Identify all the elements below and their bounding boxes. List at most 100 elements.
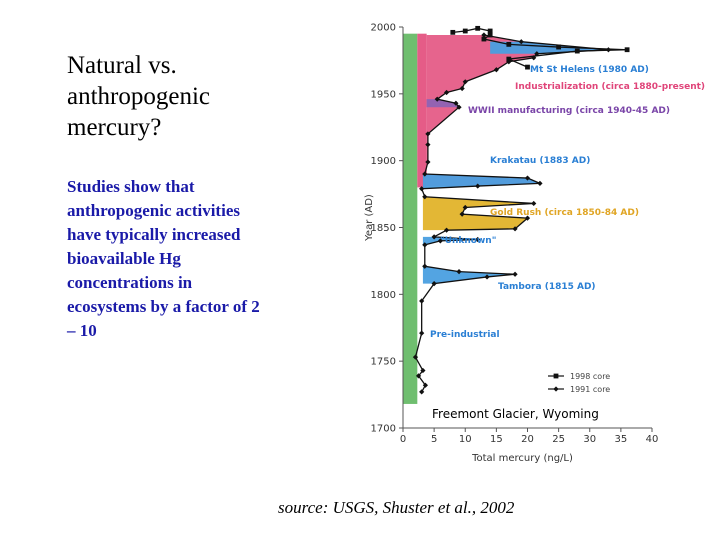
gold-rush-fill: [422, 196, 534, 231]
pre-industrial-band: [403, 33, 418, 404]
data-point-1991-core: [437, 238, 443, 244]
industrialization-fill: [424, 35, 609, 187]
data-point-1991-core: [425, 131, 431, 137]
data-point-1991-core: [462, 79, 468, 85]
data-point-1998-core: [481, 36, 487, 42]
data-point-1991-core: [419, 330, 425, 336]
data-point-1991-core: [425, 159, 431, 165]
data-point-1998-core: [506, 41, 512, 47]
x-tick-label: 25: [552, 434, 565, 445]
legend-label: 1998 core: [570, 372, 610, 381]
legend-box: [542, 365, 642, 397]
annotation-label: Pre-industrial: [430, 330, 500, 340]
y-tick-label: 1900: [371, 156, 396, 167]
annotation-label: Gold Rush (circa 1850-84 AD): [490, 208, 639, 218]
data-point-1991-core: [422, 194, 428, 200]
data-point-1998-core: [525, 64, 530, 70]
data-point-1991-core: [422, 171, 428, 177]
data-point-1991-core: [412, 354, 419, 360]
data-point-1998-core: [462, 28, 468, 34]
annotation-label: Tambora (1815 AD): [498, 282, 596, 292]
data-point-1998-core: [574, 48, 580, 54]
x-tick-label: 5: [431, 434, 437, 445]
data-point-1998-core: [624, 47, 630, 53]
data-point-1998-core: [475, 25, 481, 31]
x-tick-label: 35: [615, 434, 628, 445]
data-point-1991-core: [512, 271, 518, 277]
data-point-1991-core: [531, 55, 537, 61]
annotation-label: Krakatau (1883 AD): [490, 156, 590, 166]
data-point-1991-core: [605, 47, 612, 53]
data-point-1991-core: [493, 67, 499, 73]
data-point-1998-core: [506, 56, 512, 62]
data-point-1991-core: [456, 269, 462, 275]
data-point-1998-core: [556, 44, 562, 50]
data-point-1991-core: [531, 200, 537, 207]
data-point-1991-core: [534, 51, 540, 57]
data-point-1998-core: [487, 28, 493, 34]
annotation-label: Industrialization (circa 1880-present): [515, 82, 705, 92]
y-axis-label: Year (AD): [364, 194, 375, 242]
x-tick-label: 0: [400, 434, 406, 445]
x-tick-label: 15: [490, 434, 503, 445]
source-citation: source: USGS, Shuster et al., 2002: [278, 498, 515, 517]
annotations: Mt St Helens (1980 AD) Industrialization …: [428, 65, 705, 424]
series-points: [412, 25, 630, 395]
legend-marker-diamond: [553, 386, 559, 392]
data-point-1991-core: [537, 180, 543, 186]
y-tick-label: 1850: [371, 223, 396, 234]
data-point-1991-core: [431, 281, 437, 287]
data-point-1991-core: [481, 32, 487, 38]
y-tick-label: 1800: [371, 290, 396, 301]
data-point-1991-core: [512, 226, 518, 232]
data-point-1991-core: [524, 175, 531, 181]
data-point-1991-core: [506, 59, 512, 65]
chart-caption: Freemont Glacier, Wyoming: [432, 407, 599, 421]
annotation-label: "Unknown": [440, 236, 496, 246]
legend-label: 1991 core: [570, 385, 610, 394]
data-point-1991-core: [456, 104, 462, 110]
data-point-1991-core: [419, 186, 425, 192]
industrialization-band: [417, 33, 427, 188]
data-point-1991-core: [443, 227, 450, 233]
x-tick-label: 40: [646, 434, 659, 445]
y-tick-label: 1950: [371, 89, 396, 100]
data-point-1991-core: [419, 298, 425, 304]
y-tick-label: 2000: [371, 23, 396, 34]
wwii-fill: [426, 99, 460, 108]
data-point-1991-core: [419, 389, 425, 395]
slide-body-text: Studies show that anthropogenic activiti…: [67, 177, 260, 340]
data-point-1991-core: [422, 382, 429, 388]
slide-title: Natural vs. anthropogenic mercury?: [67, 52, 211, 141]
data-point-1998-core: [450, 29, 456, 35]
data-point-1991-core: [453, 100, 459, 106]
annotation-label: WWII manufacturing (circa 1940-45 AD): [468, 106, 670, 116]
data-point-1991-core: [420, 367, 426, 374]
data-point-1991-core: [443, 89, 450, 96]
caption-box: [428, 402, 626, 424]
axes: 1700 1750 1800 1850 1900 1950 2000 0 5 10 15 20 25 30…: [364, 23, 658, 465]
data-point-1991-core: [434, 96, 440, 102]
data-point-1991-core: [462, 204, 468, 211]
legend-marker-square: [553, 373, 559, 379]
data-point-1991-core: [475, 183, 481, 189]
data-point-1991-core: [524, 215, 531, 221]
data-point-1991-core: [425, 142, 431, 148]
data-point-1991-core: [422, 263, 428, 269]
data-point-1991-core: [475, 236, 481, 243]
x-tick-label: 10: [459, 434, 472, 445]
x-axis-label: Total mercury (ng/L): [471, 453, 573, 464]
data-point-1991-core: [431, 234, 437, 240]
x-tick-label: 30: [583, 434, 596, 445]
y-tick-label: 1750: [371, 357, 396, 368]
period-bands: [403, 33, 427, 404]
data-point-1991-core: [518, 39, 524, 45]
tambora-fill: [422, 266, 516, 284]
annotation-label: Mt St Helens (1980 AD): [530, 65, 649, 75]
data-point-1991-core: [484, 274, 490, 280]
data-point-1991-core: [459, 211, 465, 217]
data-point-1991-core: [422, 242, 428, 248]
y-tick-label: 1700: [371, 424, 396, 435]
data-point-1991-core: [459, 85, 465, 92]
